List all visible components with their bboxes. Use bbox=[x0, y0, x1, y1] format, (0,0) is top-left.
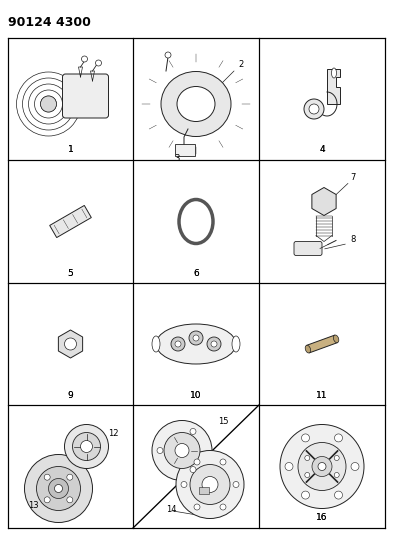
Ellipse shape bbox=[333, 335, 339, 343]
Text: 13: 13 bbox=[29, 502, 39, 511]
Polygon shape bbox=[312, 188, 336, 215]
Circle shape bbox=[37, 466, 81, 511]
Text: 2: 2 bbox=[238, 60, 243, 69]
Text: 11: 11 bbox=[316, 391, 328, 400]
Circle shape bbox=[301, 434, 310, 442]
Text: 6: 6 bbox=[193, 269, 199, 278]
Circle shape bbox=[165, 52, 171, 58]
Circle shape bbox=[194, 459, 200, 465]
Text: 5: 5 bbox=[68, 269, 73, 278]
Circle shape bbox=[95, 60, 101, 66]
Circle shape bbox=[305, 472, 310, 478]
Ellipse shape bbox=[152, 336, 160, 352]
Ellipse shape bbox=[232, 336, 240, 352]
Ellipse shape bbox=[177, 86, 215, 122]
Circle shape bbox=[309, 104, 319, 114]
Text: 16: 16 bbox=[316, 513, 328, 522]
Circle shape bbox=[176, 450, 244, 519]
Circle shape bbox=[44, 497, 50, 503]
Ellipse shape bbox=[156, 324, 236, 364]
Ellipse shape bbox=[161, 71, 231, 136]
Circle shape bbox=[305, 456, 310, 461]
Circle shape bbox=[301, 491, 310, 499]
Circle shape bbox=[81, 56, 88, 62]
Text: 11: 11 bbox=[316, 391, 328, 400]
Circle shape bbox=[157, 448, 163, 454]
Circle shape bbox=[190, 466, 196, 473]
Circle shape bbox=[312, 456, 332, 477]
Circle shape bbox=[152, 421, 212, 481]
Circle shape bbox=[24, 455, 92, 522]
Text: 8: 8 bbox=[350, 235, 355, 244]
Circle shape bbox=[304, 99, 324, 119]
Text: 12: 12 bbox=[108, 430, 119, 439]
Circle shape bbox=[351, 463, 359, 471]
Circle shape bbox=[164, 432, 200, 469]
Circle shape bbox=[298, 442, 346, 490]
Circle shape bbox=[280, 424, 364, 508]
Circle shape bbox=[189, 331, 203, 345]
Circle shape bbox=[211, 341, 217, 347]
Text: 90124 4300: 90124 4300 bbox=[8, 15, 91, 28]
Text: 1: 1 bbox=[68, 146, 73, 155]
Text: 4: 4 bbox=[319, 146, 325, 155]
Circle shape bbox=[81, 440, 92, 453]
Circle shape bbox=[175, 443, 189, 457]
Circle shape bbox=[55, 484, 62, 492]
Circle shape bbox=[334, 491, 343, 499]
Circle shape bbox=[207, 337, 221, 351]
FancyBboxPatch shape bbox=[199, 487, 209, 494]
Circle shape bbox=[171, 337, 185, 351]
Circle shape bbox=[175, 341, 181, 347]
FancyBboxPatch shape bbox=[175, 144, 195, 156]
Polygon shape bbox=[59, 330, 83, 358]
Polygon shape bbox=[327, 69, 340, 104]
Circle shape bbox=[220, 459, 226, 465]
Circle shape bbox=[285, 463, 293, 471]
Circle shape bbox=[40, 96, 57, 112]
Circle shape bbox=[233, 481, 239, 488]
Text: 1: 1 bbox=[68, 146, 73, 155]
FancyBboxPatch shape bbox=[294, 241, 322, 255]
Circle shape bbox=[190, 464, 230, 505]
Text: 4: 4 bbox=[319, 146, 325, 155]
Circle shape bbox=[318, 463, 326, 471]
Circle shape bbox=[220, 504, 226, 510]
FancyBboxPatch shape bbox=[62, 74, 108, 118]
Circle shape bbox=[67, 474, 73, 480]
Text: 7: 7 bbox=[350, 173, 355, 182]
Text: 9: 9 bbox=[68, 391, 73, 400]
Circle shape bbox=[334, 472, 339, 478]
Circle shape bbox=[181, 481, 187, 488]
Polygon shape bbox=[307, 335, 338, 353]
Circle shape bbox=[202, 477, 218, 492]
Circle shape bbox=[64, 338, 77, 350]
Text: 6: 6 bbox=[193, 269, 199, 278]
Circle shape bbox=[194, 504, 200, 510]
Circle shape bbox=[44, 474, 50, 480]
Circle shape bbox=[64, 424, 108, 469]
Circle shape bbox=[334, 434, 343, 442]
Text: 10: 10 bbox=[190, 391, 202, 400]
Polygon shape bbox=[50, 205, 91, 238]
Text: 15: 15 bbox=[218, 417, 228, 426]
Circle shape bbox=[193, 335, 199, 341]
Text: 5: 5 bbox=[68, 269, 73, 278]
Ellipse shape bbox=[305, 345, 310, 353]
Ellipse shape bbox=[332, 68, 336, 78]
Text: 9: 9 bbox=[68, 391, 73, 400]
Circle shape bbox=[334, 456, 339, 461]
Circle shape bbox=[48, 479, 68, 498]
Text: 10: 10 bbox=[190, 391, 202, 400]
Text: 14: 14 bbox=[166, 505, 176, 514]
Circle shape bbox=[67, 497, 73, 503]
Text: 16: 16 bbox=[316, 513, 328, 522]
Text: 3: 3 bbox=[174, 154, 179, 163]
Circle shape bbox=[72, 432, 101, 461]
Circle shape bbox=[190, 429, 196, 434]
